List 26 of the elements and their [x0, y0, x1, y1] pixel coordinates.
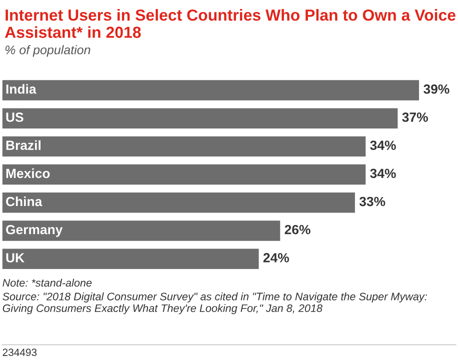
y-tick-label: US — [6, 112, 24, 122]
data-label: 34% — [370, 168, 396, 178]
bar — [2, 136, 366, 157]
text: Note: *stand-alone — [2, 278, 92, 287]
bar — [2, 220, 280, 241]
chart-title: Internet Users in Select Countries Who Plan to Own a Voice Assistant* in 2018 — [4, 9, 456, 38]
bar — [2, 108, 398, 128]
data-label: 39% — [424, 84, 450, 94]
data-label: 33% — [359, 196, 386, 206]
source-note: Source: "2018 Digital Consumer Survey" as cited in "Time to Navigate the Super Myway: Giving Consumers Exactly What They're Looking For," Jan 8, 2018 — [2, 292, 427, 314]
y-tick-label: Brazil — [6, 140, 40, 150]
data-label: 24% — [263, 253, 289, 262]
bar — [2, 192, 355, 213]
chart-subtitle: % of population — [5, 45, 90, 57]
bar — [2, 248, 259, 269]
y-tick-label: China — [6, 196, 42, 206]
data-label: 34% — [370, 140, 396, 150]
bar — [2, 164, 366, 185]
bar — [2, 80, 420, 100]
text: 234493 — [2, 348, 37, 356]
data-label: 26% — [284, 224, 310, 234]
y-tick-label: Mexico — [6, 168, 50, 178]
data-label: 37% — [402, 112, 428, 122]
y-tick-label: Germany — [6, 224, 63, 237]
y-tick-label: India — [6, 84, 36, 94]
y-tick-label: UK — [6, 253, 24, 262]
